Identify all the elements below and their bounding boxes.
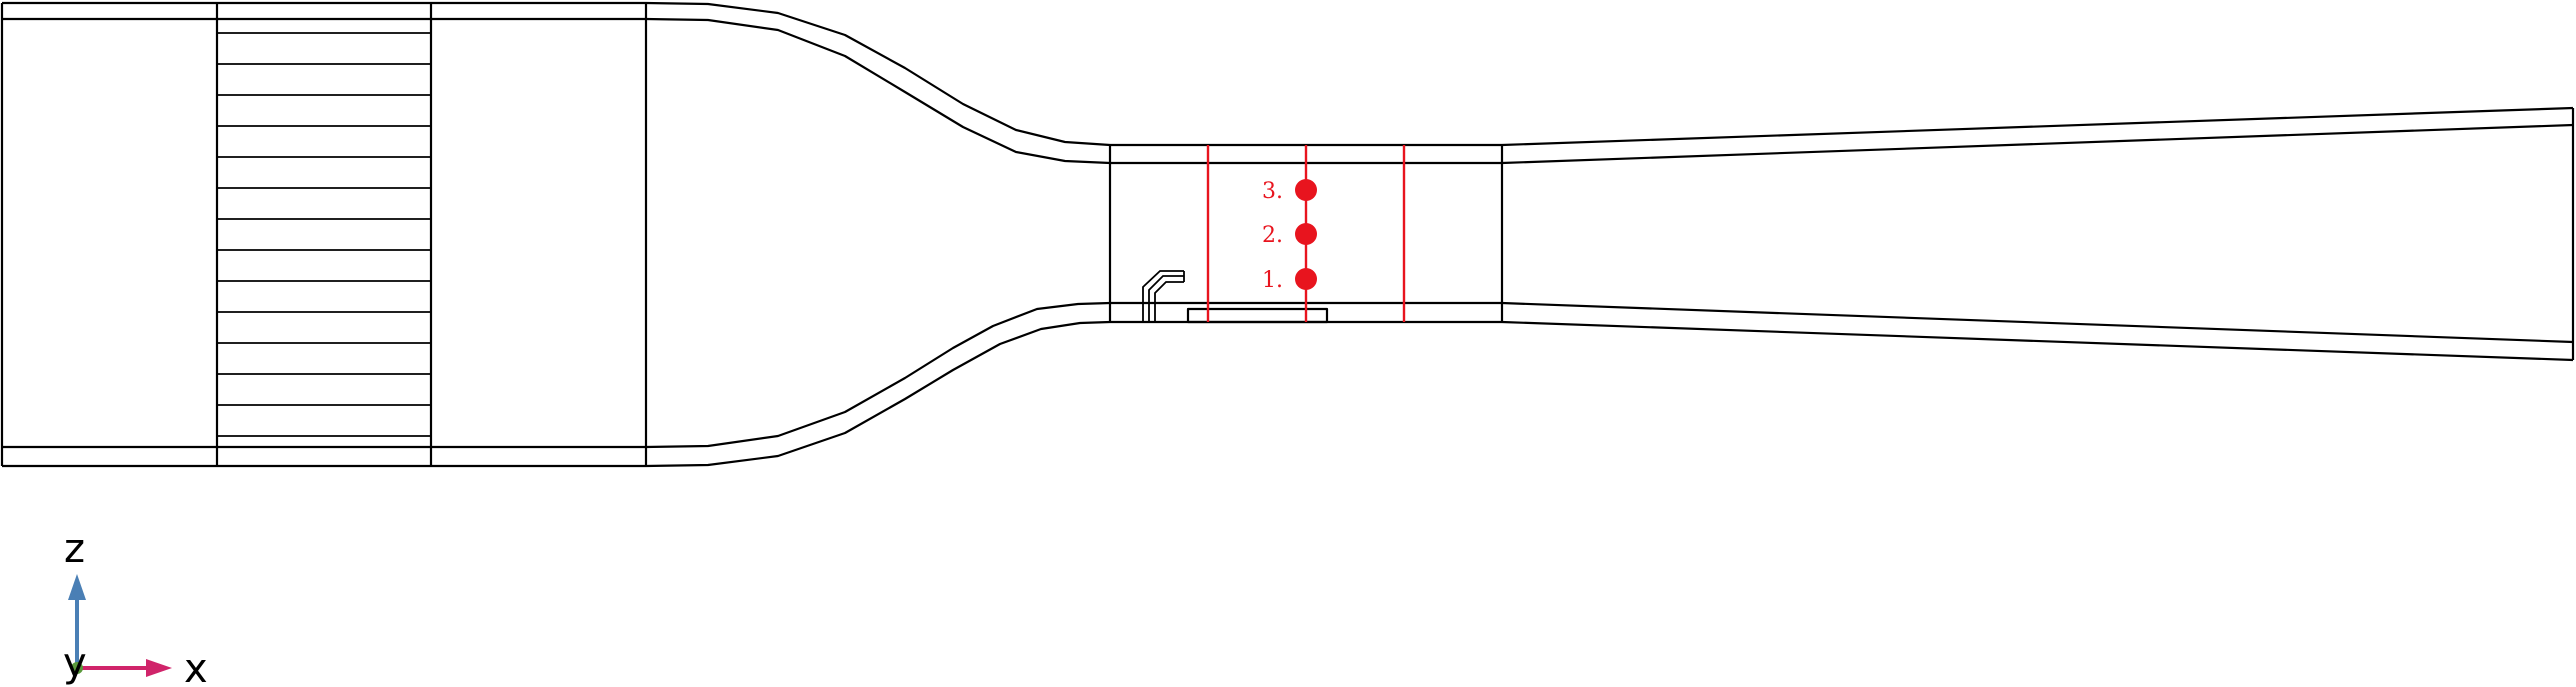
probe-point-3 <box>1295 179 1317 201</box>
probe-points: 1. 2. 3. <box>1262 179 1317 293</box>
probe-point-2 <box>1295 223 1317 245</box>
x-axis-label: x <box>184 646 208 687</box>
contraction-nozzle <box>645 1 1111 468</box>
x-axis-arrow-icon <box>146 659 172 677</box>
z-axis-arrow-icon <box>68 574 86 600</box>
model-plate <box>1186 307 1329 324</box>
probe-label-3: 3. <box>1262 179 1283 204</box>
probe-label-1: 1. <box>1262 268 1283 293</box>
coordinate-axes: z x y <box>63 526 208 687</box>
y-axis-origin-icon <box>71 662 83 674</box>
honeycomb-screens <box>217 32 431 437</box>
settling-chamber <box>0 1 648 468</box>
probe-label-2: 2. <box>1262 223 1283 248</box>
diffuser <box>1501 106 2575 362</box>
z-axis-label: z <box>64 526 85 572</box>
probe-point-1 <box>1295 268 1317 290</box>
pitot-probe <box>1142 270 1185 322</box>
y-axis-label: y <box>63 640 87 686</box>
